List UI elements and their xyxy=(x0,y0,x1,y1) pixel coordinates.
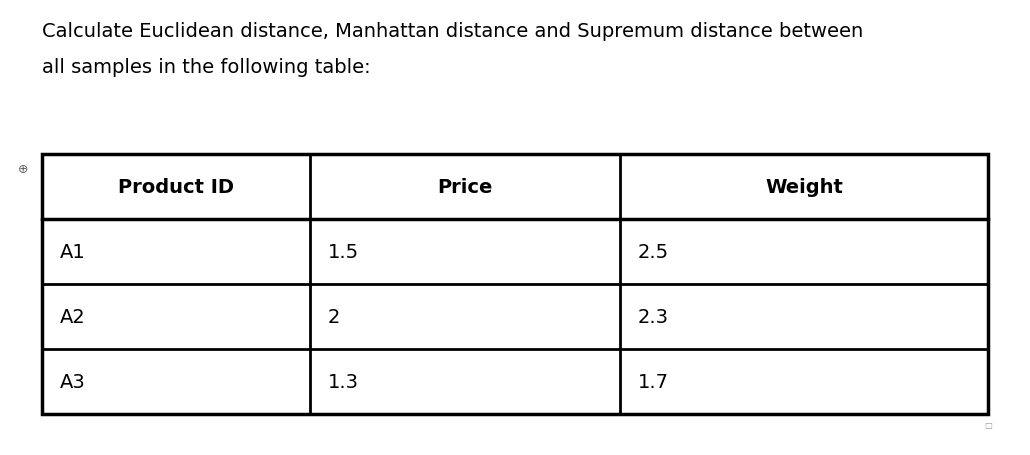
Text: 1.5: 1.5 xyxy=(328,243,359,262)
Text: A2: A2 xyxy=(60,307,85,326)
Text: Calculate Euclidean distance, Manhattan distance and Supremum distance between: Calculate Euclidean distance, Manhattan … xyxy=(42,22,863,41)
Text: ⊕: ⊕ xyxy=(18,162,29,176)
Text: 2.3: 2.3 xyxy=(638,307,670,326)
Text: Weight: Weight xyxy=(765,177,843,197)
Text: 2: 2 xyxy=(328,307,340,326)
Text: A1: A1 xyxy=(60,243,85,262)
Text: all samples in the following table:: all samples in the following table: xyxy=(42,58,371,77)
Text: 1.3: 1.3 xyxy=(328,372,359,391)
Text: Product ID: Product ID xyxy=(118,177,234,197)
Text: 1.7: 1.7 xyxy=(638,372,670,391)
Text: A3: A3 xyxy=(60,372,85,391)
Text: Price: Price xyxy=(438,177,492,197)
Text: □: □ xyxy=(984,420,992,429)
Text: 2.5: 2.5 xyxy=(638,243,670,262)
